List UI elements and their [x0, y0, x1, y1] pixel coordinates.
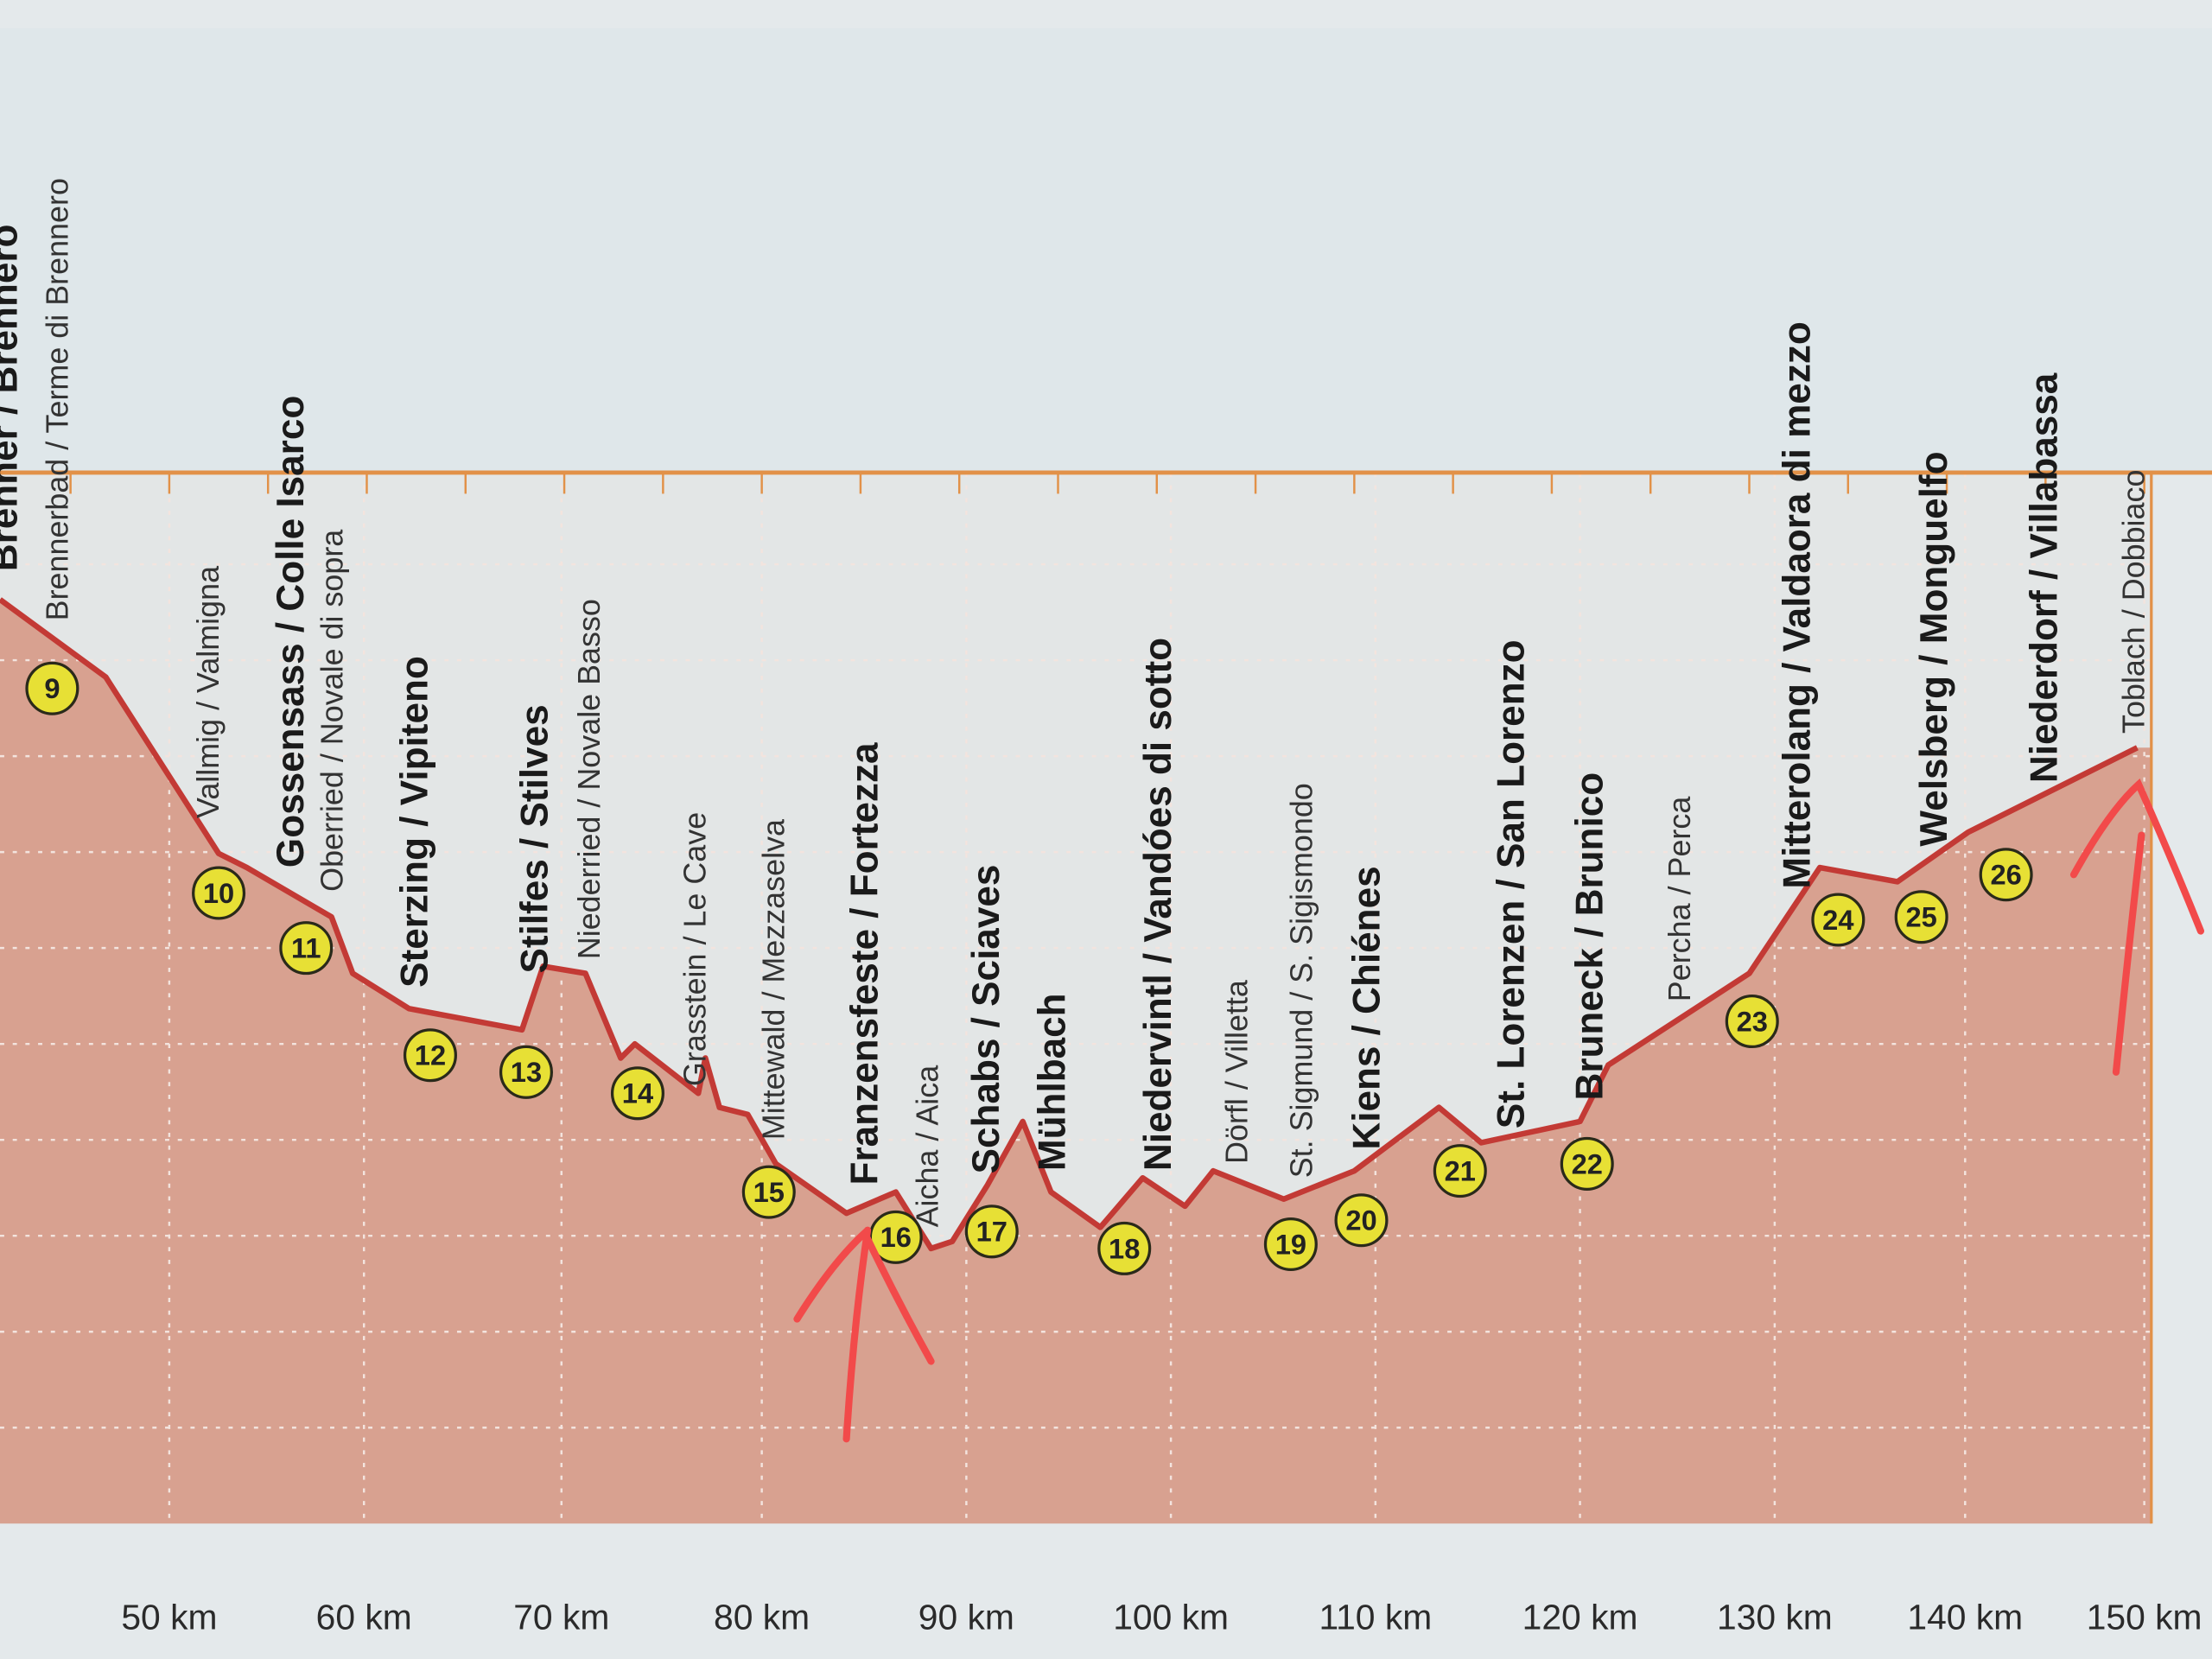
place-label: Vallmig / Valmigna	[190, 566, 226, 818]
stop-number: 17	[976, 1216, 1007, 1248]
place-label: Grasstein / Le Cave	[677, 812, 712, 1086]
arrow-head	[793, 1227, 935, 1365]
stop-number: 15	[753, 1176, 785, 1208]
stop-number: 20	[1345, 1205, 1376, 1236]
stop-marker	[1811, 893, 1866, 947]
x-tick-label: 120 km	[1522, 1598, 1638, 1637]
x-tick-label: 80 km	[714, 1598, 810, 1637]
place-label: Brennerbad / Terme di Brennero	[39, 178, 74, 620]
place-label: Percha / Perca	[1662, 797, 1697, 1002]
stop-marker	[499, 1045, 553, 1099]
x-tick-label: 70 km	[513, 1598, 609, 1637]
stop-number: 9	[44, 672, 60, 704]
stop-marker	[1433, 1144, 1487, 1198]
place-label: Toblach / Dobbiaco	[2116, 470, 2152, 734]
stop-marker	[1979, 848, 2033, 902]
stop-marker	[1725, 995, 1779, 1049]
place-label: Stilfes / Stilves	[513, 704, 556, 973]
place-label: Gossensass / Colle Isarco	[270, 396, 312, 868]
stop-marker	[741, 1165, 796, 1219]
sky	[0, 28, 2212, 473]
place-label: Brenner / Brennero	[0, 225, 26, 572]
place-label: St. Sigmund / S. Sigismondo	[1283, 783, 1319, 1178]
stop-number: 12	[415, 1039, 446, 1071]
x-tick-label: 90 km	[918, 1598, 1014, 1637]
place-label: Niederdorf / Villabassa	[2023, 372, 2065, 783]
place-label: Kiens / Chiénes	[1346, 866, 1389, 1149]
stop-marker	[25, 661, 79, 715]
stop-number: 13	[511, 1056, 542, 1088]
place-label: Welsberg / Monguelfo	[1913, 451, 1955, 846]
stop-number: 16	[880, 1221, 912, 1253]
place-label: Dörfl / Villetta	[1218, 980, 1254, 1164]
place-label: Oberried / Novale di sopra	[315, 530, 350, 892]
x-tick-label: 60 km	[316, 1598, 412, 1637]
x-tick-label: 130 km	[1717, 1598, 1833, 1637]
stop-marker	[964, 1205, 1019, 1259]
km-axis: 50 km 60 km 70 km 80 km 90 km 100 km 110 km 120…	[121, 1598, 2202, 1637]
stop-number: 24	[1822, 904, 1853, 936]
stop-number: 19	[1275, 1228, 1306, 1260]
x-tick-label: 50 km	[121, 1598, 217, 1637]
stop-marker	[1097, 1221, 1152, 1275]
stops: 9 10 11 12 13 14 15 16 17 18 19 20 21 22 23 24 25 26	[25, 661, 2033, 1275]
place-label: St. Lorenzen / San Lorenzo	[1490, 639, 1532, 1128]
place-label: Mühlbach	[1032, 993, 1074, 1171]
stop-number: 26	[1990, 859, 2021, 891]
x-tick-label: 100 km	[1113, 1598, 1229, 1637]
stop-marker	[279, 921, 334, 976]
profile-area	[0, 599, 2152, 1524]
place-label: Schabs / Sciaves	[965, 865, 1007, 1174]
arrow	[2112, 831, 2145, 1076]
place-label: Aicha / Aica	[910, 1065, 945, 1228]
stop-marker	[1334, 1193, 1389, 1248]
grid	[0, 472, 2152, 1524]
stop-number: 21	[1445, 1155, 1476, 1187]
x-tick-label: 110 km	[1319, 1598, 1432, 1637]
stop-number: 22	[1572, 1147, 1603, 1179]
stop-number: 14	[622, 1077, 653, 1109]
stop-marker	[1894, 890, 1948, 944]
stop-marker	[403, 1028, 457, 1083]
stop-number: 10	[203, 877, 234, 909]
labels: Brenner / Brennero Brennerbad / Terme di …	[0, 178, 2152, 1227]
stop-number: 18	[1109, 1232, 1140, 1264]
annotations	[793, 778, 2205, 1443]
place-label: Mitterolang / Valdaora di mezzo	[1777, 321, 1819, 888]
x-tick-label: 140 km	[1907, 1598, 2023, 1637]
place-label: Niedervintl / Vandóes di sotto	[1137, 638, 1179, 1171]
stop-marker	[1560, 1136, 1614, 1191]
stop-marker	[192, 866, 246, 920]
stop-number: 23	[1737, 1005, 1768, 1037]
stop-marker	[610, 1066, 664, 1121]
profile-line	[0, 597, 2139, 1252]
place-label: Mittewald / Mezzaselva	[756, 819, 791, 1140]
place-label: Franzensfeste / Fortezza	[844, 742, 887, 1185]
arrow-head	[2069, 778, 2205, 935]
stop-marker	[1263, 1217, 1318, 1272]
place-label: Niederried / Novale Basso	[571, 599, 607, 959]
arrow	[842, 1226, 872, 1443]
stop-number: 25	[1906, 901, 1937, 933]
stop-number: 11	[291, 932, 321, 964]
x-tick-label: 150 km	[2087, 1598, 2202, 1637]
place-label: Sterzing / Vipiteno	[394, 656, 436, 988]
place-label: Bruneck / Brunico	[1569, 772, 1611, 1101]
